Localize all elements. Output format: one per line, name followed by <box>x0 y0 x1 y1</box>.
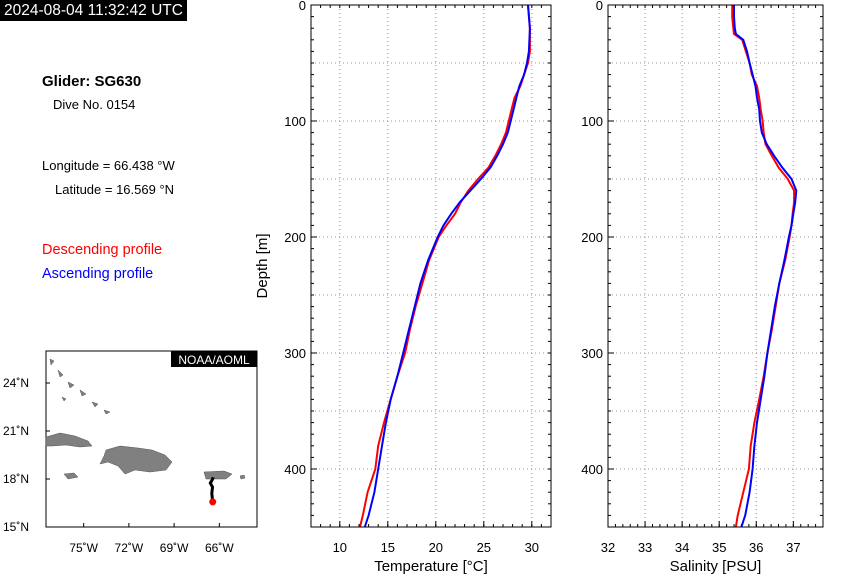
x-axis-label: Temperature [°C] <box>374 558 488 574</box>
land-bahamas-3 <box>67 381 75 389</box>
map-land <box>45 358 246 480</box>
dive-number: Dive No. 0154 <box>53 97 136 112</box>
map-badge: NOAA/AOML <box>178 353 250 367</box>
x-tick-label: 33 <box>638 540 652 555</box>
legend-ascending: Ascending profile <box>42 266 154 282</box>
x-tick-label: 25 <box>477 540 491 555</box>
land-hispaniola <box>99 445 173 475</box>
legend-descending: Descending profile <box>42 242 163 258</box>
x-tick-label: 10 <box>333 540 347 555</box>
land-bahamas-4 <box>79 389 87 397</box>
land-bahamas-7 <box>61 396 67 402</box>
land-bahamas-5 <box>91 401 99 408</box>
profile-panel-2: 32 33 34 35 36 37 0 100 200 300 400 Salinity [PSU] <box>581 0 824 574</box>
map-lon-label: 72˚W <box>115 541 144 555</box>
y-tick-label: 100 <box>581 114 603 129</box>
longitude-readout: Longitude = 66.438 °W <box>42 158 175 173</box>
land-bahamas-1 <box>49 358 55 366</box>
map-badge-bg <box>171 351 257 367</box>
x-tick-label: 35 <box>712 540 726 555</box>
map-lat-label: 21˚N <box>3 424 29 438</box>
plot-frame <box>607 4 824 528</box>
latitude-readout: Latitude = 16.569 °N <box>55 182 175 197</box>
map-axis-ticks: 75˚W 72˚W 69˚W 66˚W 24˚N 21˚N 18˚N 15˚N <box>3 376 234 555</box>
x-tick-label: 37 <box>786 540 800 555</box>
y-tick-label: 400 <box>284 462 306 477</box>
y-tick-label: 100 <box>284 114 306 129</box>
land-virgin-islands <box>239 474 246 480</box>
x-tick-label: 20 <box>429 540 443 555</box>
map-frame <box>45 350 258 528</box>
x-tick-label: 34 <box>675 540 689 555</box>
glider-title: Glider: SG630 <box>42 73 142 90</box>
y-tick-label: 0 <box>299 0 306 13</box>
land-jamaica <box>63 472 79 480</box>
x-tick-label: 30 <box>525 540 539 555</box>
map-lon-label: 69˚W <box>160 541 189 555</box>
land-puerto-rico <box>203 470 233 480</box>
map-lon-label: 66˚W <box>205 541 234 555</box>
y-axis-label: Depth [m] <box>254 233 271 298</box>
map-lon-label: 75˚W <box>69 541 98 555</box>
glider-track <box>208 476 215 503</box>
y-tick-label: 200 <box>284 230 306 245</box>
map-lat-label: 18˚N <box>3 472 29 486</box>
series-line-ascending <box>733 5 798 528</box>
x-tick-label: 15 <box>381 540 395 555</box>
land-bahamas-6 <box>103 409 111 415</box>
land-bahamas-2 <box>57 369 64 378</box>
land-cuba <box>45 432 93 448</box>
y-tick-label: 400 <box>581 462 603 477</box>
y-tick-label: 200 <box>581 230 603 245</box>
timestamp-banner: 2024-08-04 11:32:42 UTC <box>0 0 187 21</box>
plot-frame <box>310 4 552 528</box>
y-tick-label: 0 <box>596 0 603 13</box>
glider-position-marker <box>209 498 217 506</box>
x-tick-label: 32 <box>601 540 615 555</box>
series-line-descending <box>731 5 796 528</box>
x-axis-label: Salinity [PSU] <box>670 558 762 574</box>
y-tick-label: 300 <box>581 346 603 361</box>
y-tick-label: 300 <box>284 346 306 361</box>
series-line-descending <box>359 4 531 528</box>
series-line-ascending <box>363 4 531 528</box>
map-lat-label: 24˚N <box>3 376 29 390</box>
x-tick-label: 36 <box>749 540 763 555</box>
map-lat-label: 15˚N <box>3 520 29 534</box>
